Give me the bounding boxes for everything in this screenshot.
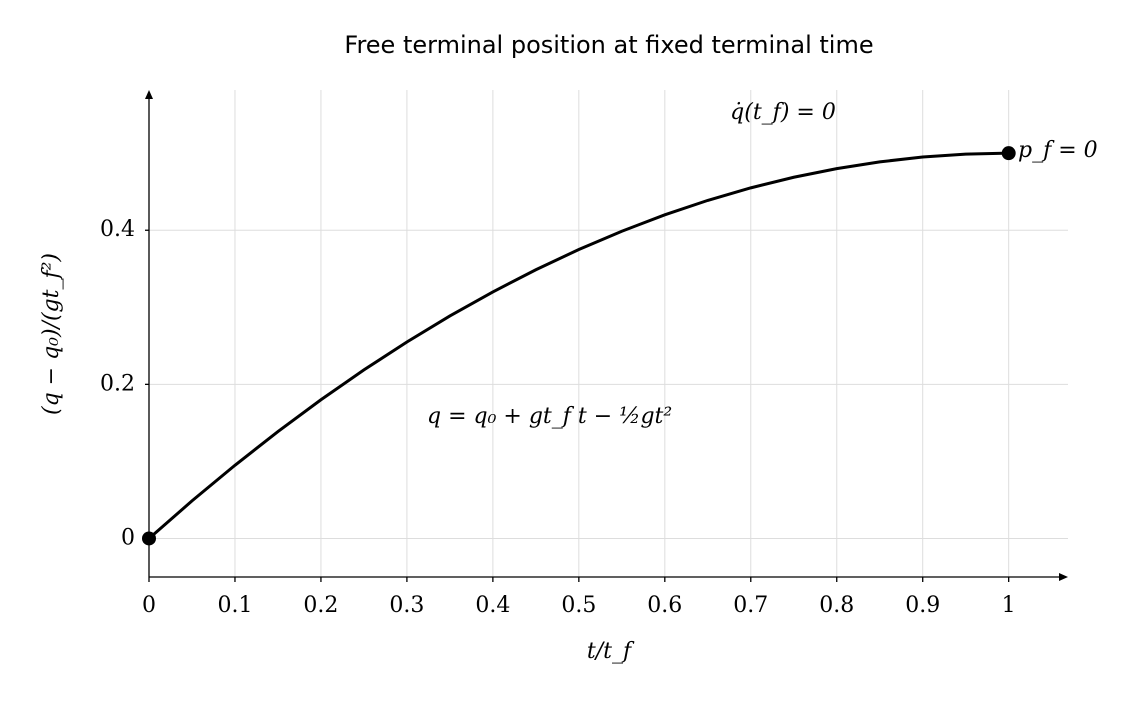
annotation: p_f = 0: [1018, 138, 1098, 163]
x-tick-label: 0.6: [647, 593, 682, 618]
annotation: q = q₀ + gt_f t − ½gt²: [427, 404, 672, 429]
curve: [148, 151, 1009, 540]
y-tick-label: 0.4: [100, 217, 135, 242]
x-tick-label: 0.9: [905, 593, 940, 618]
x-tick-label: 0.5: [561, 593, 596, 618]
y-tick-label: 0: [121, 525, 135, 550]
x-tick-label: 0: [142, 593, 156, 618]
x-tick-label: 0.1: [217, 593, 252, 618]
x-tick-label: 0.4: [475, 593, 510, 618]
annotation: q̇(t_f) = 0: [730, 100, 836, 125]
point: [142, 531, 156, 546]
y-axis-label: (q − q₀)/(gt_f²): [39, 253, 64, 415]
point: [1001, 146, 1016, 161]
x-tick-label: 0.3: [389, 593, 424, 618]
x-axis-label: t/t_f: [587, 639, 635, 664]
x-tick-label: 1: [1002, 593, 1016, 618]
x-tick-label: 0.8: [819, 593, 854, 618]
y-axis-arrow: [145, 90, 153, 99]
x-tick-label: 0.2: [303, 593, 338, 618]
x-tick-label: 0.7: [733, 593, 768, 618]
y-tick-label: 0.2: [100, 371, 135, 396]
chart-title: Free terminal position at fixed terminal…: [344, 31, 873, 59]
x-axis-arrow: [1059, 573, 1068, 581]
